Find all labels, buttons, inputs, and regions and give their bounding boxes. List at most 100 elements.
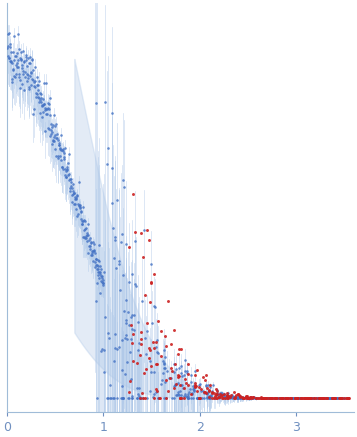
Point	[217, 391, 223, 398]
Point	[301, 395, 307, 402]
Point	[205, 382, 211, 388]
Point	[175, 391, 181, 398]
Point	[271, 395, 277, 402]
Point	[295, 395, 301, 402]
Point	[243, 395, 248, 402]
Point	[247, 394, 253, 401]
Point	[76, 179, 82, 186]
Point	[178, 391, 183, 398]
Point	[60, 146, 66, 153]
Point	[120, 176, 126, 183]
Point	[273, 395, 278, 402]
Point	[126, 395, 131, 402]
Point	[115, 395, 120, 402]
Point	[235, 395, 241, 402]
Point	[182, 368, 187, 375]
Point	[106, 335, 112, 342]
Point	[225, 392, 231, 399]
Point	[192, 368, 198, 375]
Point	[63, 173, 69, 180]
Point	[155, 388, 160, 395]
Point	[45, 99, 51, 106]
Point	[308, 395, 314, 402]
Point	[211, 389, 217, 396]
Point	[324, 395, 330, 402]
Point	[182, 356, 188, 363]
Point	[37, 110, 43, 117]
Point	[191, 385, 197, 392]
Point	[56, 141, 62, 148]
Point	[194, 388, 200, 395]
Point	[172, 381, 177, 388]
Point	[134, 395, 139, 402]
Point	[148, 279, 154, 286]
Point	[125, 309, 131, 316]
Point	[240, 395, 246, 402]
Point	[279, 395, 285, 402]
Point	[140, 395, 145, 402]
Point	[64, 165, 70, 172]
Point	[277, 395, 283, 402]
Point	[32, 77, 38, 84]
Point	[265, 395, 271, 402]
Point	[118, 395, 124, 402]
Point	[57, 145, 63, 152]
Point	[169, 367, 175, 374]
Point	[332, 395, 338, 402]
Point	[154, 360, 160, 367]
Point	[9, 49, 14, 55]
Point	[163, 395, 169, 402]
Point	[311, 395, 317, 402]
Point	[5, 53, 10, 60]
Point	[234, 395, 240, 402]
Point	[206, 394, 212, 401]
Point	[322, 395, 327, 402]
Point	[278, 395, 284, 402]
Point	[211, 395, 217, 402]
Point	[289, 395, 295, 402]
Point	[232, 394, 237, 401]
Point	[225, 395, 231, 402]
Point	[243, 394, 249, 401]
Point	[278, 395, 283, 402]
Point	[279, 395, 285, 402]
Point	[197, 380, 203, 387]
Point	[35, 93, 40, 100]
Point	[74, 193, 80, 200]
Point	[44, 111, 49, 118]
Point	[79, 218, 85, 225]
Point	[345, 395, 350, 402]
Point	[119, 336, 124, 343]
Point	[316, 395, 322, 402]
Point	[259, 395, 265, 402]
Point	[329, 395, 335, 402]
Point	[268, 395, 274, 402]
Point	[215, 387, 220, 394]
Point	[172, 382, 178, 388]
Point	[207, 384, 213, 391]
Point	[112, 236, 118, 243]
Point	[139, 230, 144, 237]
Point	[344, 395, 350, 402]
Point	[147, 358, 153, 365]
Point	[14, 63, 20, 70]
Point	[203, 390, 209, 397]
Point	[24, 71, 30, 78]
Point	[217, 392, 223, 399]
Point	[227, 393, 233, 400]
Point	[323, 395, 329, 402]
Point	[185, 395, 191, 402]
Point	[140, 395, 146, 402]
Point	[193, 367, 199, 374]
Point	[245, 395, 250, 402]
Point	[71, 189, 77, 196]
Point	[58, 156, 64, 163]
Point	[79, 221, 85, 228]
Point	[305, 395, 311, 402]
Point	[217, 391, 223, 398]
Point	[41, 96, 46, 103]
Point	[175, 350, 181, 357]
Point	[154, 337, 160, 344]
Point	[331, 395, 337, 402]
Point	[237, 392, 243, 399]
